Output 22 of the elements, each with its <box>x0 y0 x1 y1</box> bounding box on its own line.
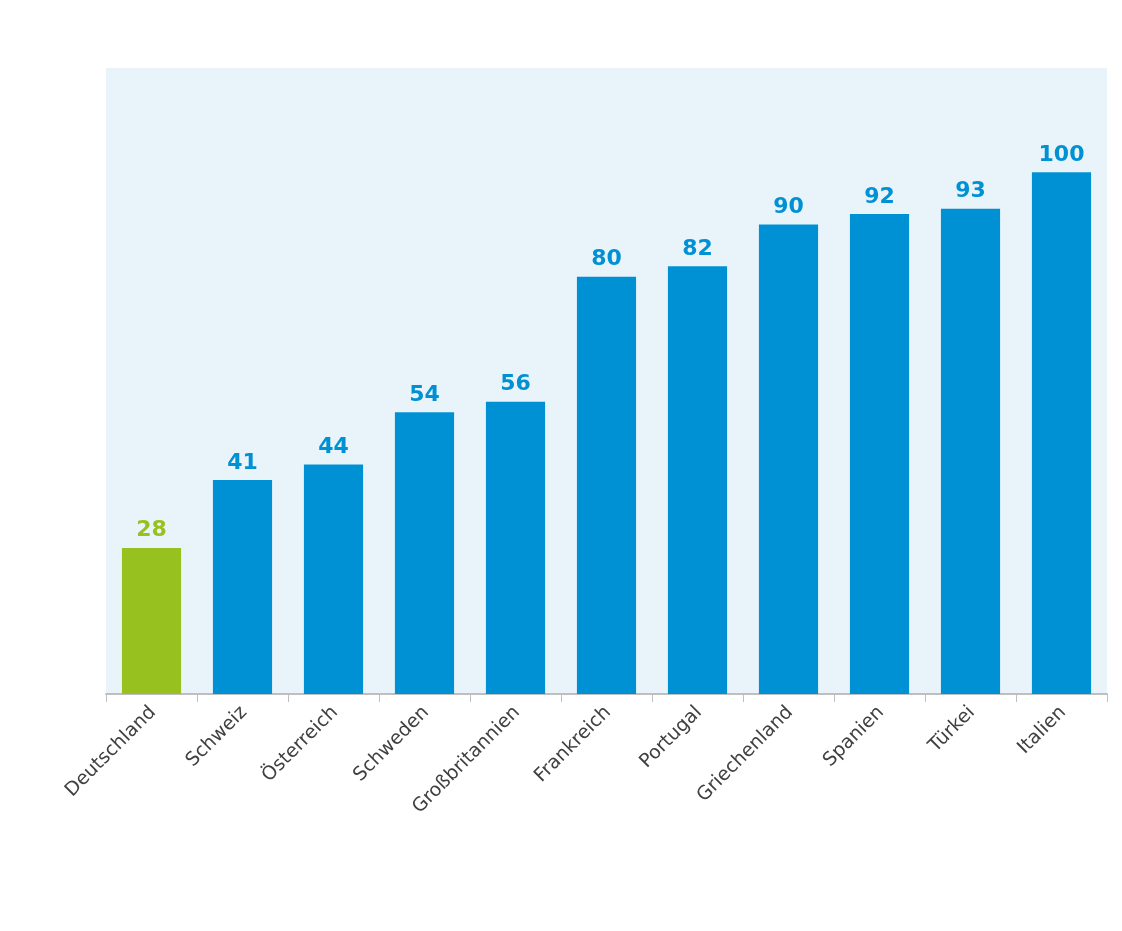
bar <box>485 401 546 694</box>
bar <box>940 208 1001 694</box>
data-label: 54 <box>409 380 440 406</box>
data-label: 44 <box>318 432 349 458</box>
bar <box>849 214 910 694</box>
bar <box>1031 172 1092 694</box>
data-label: 28 <box>136 516 167 542</box>
data-label: 92 <box>864 182 895 208</box>
bar <box>576 276 637 694</box>
bar <box>121 547 182 694</box>
bar <box>758 224 819 694</box>
data-label: 100 <box>1038 140 1085 166</box>
bar <box>394 412 455 694</box>
data-label: 80 <box>591 245 622 271</box>
data-label: 90 <box>773 193 804 218</box>
data-label: 82 <box>682 234 713 260</box>
data-label: 41 <box>227 448 258 474</box>
bar <box>212 480 273 694</box>
bar <box>667 266 728 694</box>
data-label: 93 <box>955 177 986 203</box>
bar <box>303 464 364 694</box>
data-label: 56 <box>500 370 531 396</box>
